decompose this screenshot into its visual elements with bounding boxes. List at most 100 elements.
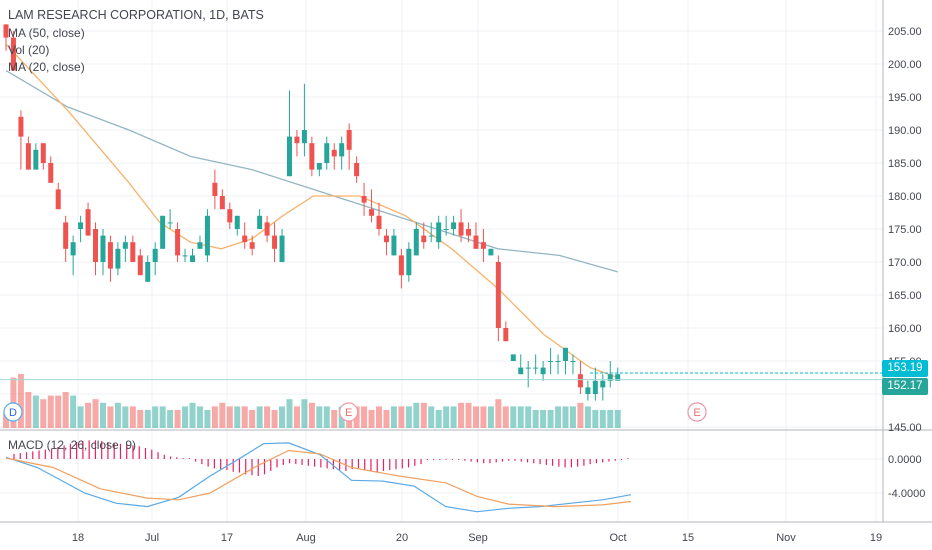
volume-bar — [614, 410, 621, 428]
volume-bar — [249, 410, 256, 428]
candle-body — [473, 235, 479, 249]
time-axis-label: 15 — [682, 532, 694, 544]
volume-bar — [256, 406, 263, 428]
volume-bar — [584, 406, 591, 428]
volume-bar — [144, 410, 151, 428]
volume-bar — [405, 406, 412, 428]
volume-bar — [487, 406, 494, 428]
earnings-marker-label: E — [345, 407, 352, 419]
macd-legend[interactable]: MACD (12, 26, close, 9) — [8, 438, 137, 452]
dividend-marker-label: D — [9, 407, 17, 419]
candle-body — [249, 242, 255, 249]
volume-bar — [62, 392, 69, 428]
volume-bar — [17, 374, 24, 428]
candle-body — [70, 242, 76, 256]
volume-bar — [390, 406, 397, 428]
price-axis-label: 145.00 — [888, 422, 922, 434]
volume-bar — [443, 406, 450, 428]
volume-bar — [167, 410, 174, 428]
candle-body — [145, 262, 151, 282]
volume-bar — [323, 406, 330, 428]
volume-bar — [25, 392, 32, 428]
volume-bar — [40, 399, 47, 428]
volume-bar — [376, 406, 382, 428]
candle-body — [316, 163, 322, 170]
volume-bar — [316, 406, 323, 428]
volume-bar — [264, 406, 271, 428]
volume-bar — [428, 406, 435, 428]
volume-bar — [241, 406, 248, 428]
volume-bar — [279, 406, 286, 428]
candle-body — [152, 248, 158, 262]
volume-bar — [114, 402, 121, 428]
candle-body — [398, 255, 404, 276]
candle-body — [33, 149, 39, 170]
ma20-legend[interactable]: MA (20, close) — [8, 60, 85, 74]
candle-body — [25, 143, 31, 170]
candle-body — [533, 367, 539, 369]
volume-bar — [226, 406, 233, 428]
candle-body — [525, 367, 531, 369]
volume-bar — [204, 410, 211, 428]
volume-bar — [174, 410, 181, 428]
volume-bar — [159, 406, 166, 428]
volume-bar — [569, 406, 576, 428]
volume-bar — [383, 410, 390, 428]
candle-body — [100, 235, 106, 262]
volume-bar — [70, 395, 77, 428]
volume-bar — [368, 410, 375, 428]
price-axis-label: 180.00 — [888, 191, 922, 203]
price-axis-label: 200.00 — [888, 59, 922, 71]
candle-body — [3, 24, 9, 38]
volume-bar — [532, 410, 539, 428]
candle-body — [107, 242, 113, 269]
candle-body — [272, 235, 278, 249]
candle-body — [421, 235, 427, 243]
time-axis-label: 17 — [221, 532, 233, 544]
volume-bar — [293, 406, 300, 428]
macd-axis-label: 0.0000 — [888, 454, 922, 466]
candle-body — [331, 149, 337, 157]
candle-body — [577, 374, 583, 388]
candle-body — [369, 209, 375, 216]
volume-legend[interactable]: Vol (20) — [8, 43, 50, 57]
candle-body — [227, 209, 233, 223]
dividend-marker-icon — [3, 402, 23, 422]
candle-body — [495, 262, 501, 328]
candle-body — [257, 215, 263, 229]
ma50-legend[interactable]: MA (50, close) — [8, 26, 85, 40]
candle-body — [204, 215, 210, 256]
candle-body — [78, 222, 84, 229]
volume-bar — [495, 399, 502, 428]
volume-bar — [196, 406, 203, 428]
volume-bar — [301, 399, 308, 428]
candle-body — [466, 229, 472, 236]
time-axis-label: Jul — [145, 532, 159, 544]
volume-bar — [189, 402, 196, 428]
candle-body — [443, 229, 449, 230]
candle-body — [122, 242, 128, 249]
candle-body — [264, 222, 270, 236]
volume-bar — [271, 410, 278, 428]
volume-bar — [555, 406, 562, 428]
time-axis-label: 19 — [870, 532, 882, 544]
candle-body — [167, 222, 173, 224]
time-axis-label: Sep — [468, 532, 488, 544]
candle-body — [182, 255, 188, 257]
volume-bar — [331, 410, 338, 428]
ma20-line — [5, 43, 618, 379]
volume-bar — [465, 402, 472, 428]
volume-bar — [562, 406, 569, 428]
volume-bar — [32, 395, 39, 428]
candle-body — [503, 328, 509, 342]
candle-body — [130, 242, 136, 262]
candle-body — [48, 163, 54, 183]
candle-body — [18, 116, 24, 137]
volume-bar — [472, 406, 479, 428]
candle-body — [85, 209, 91, 236]
candle-body — [391, 235, 397, 256]
volume-bar — [286, 399, 293, 428]
candle-body — [339, 143, 345, 157]
